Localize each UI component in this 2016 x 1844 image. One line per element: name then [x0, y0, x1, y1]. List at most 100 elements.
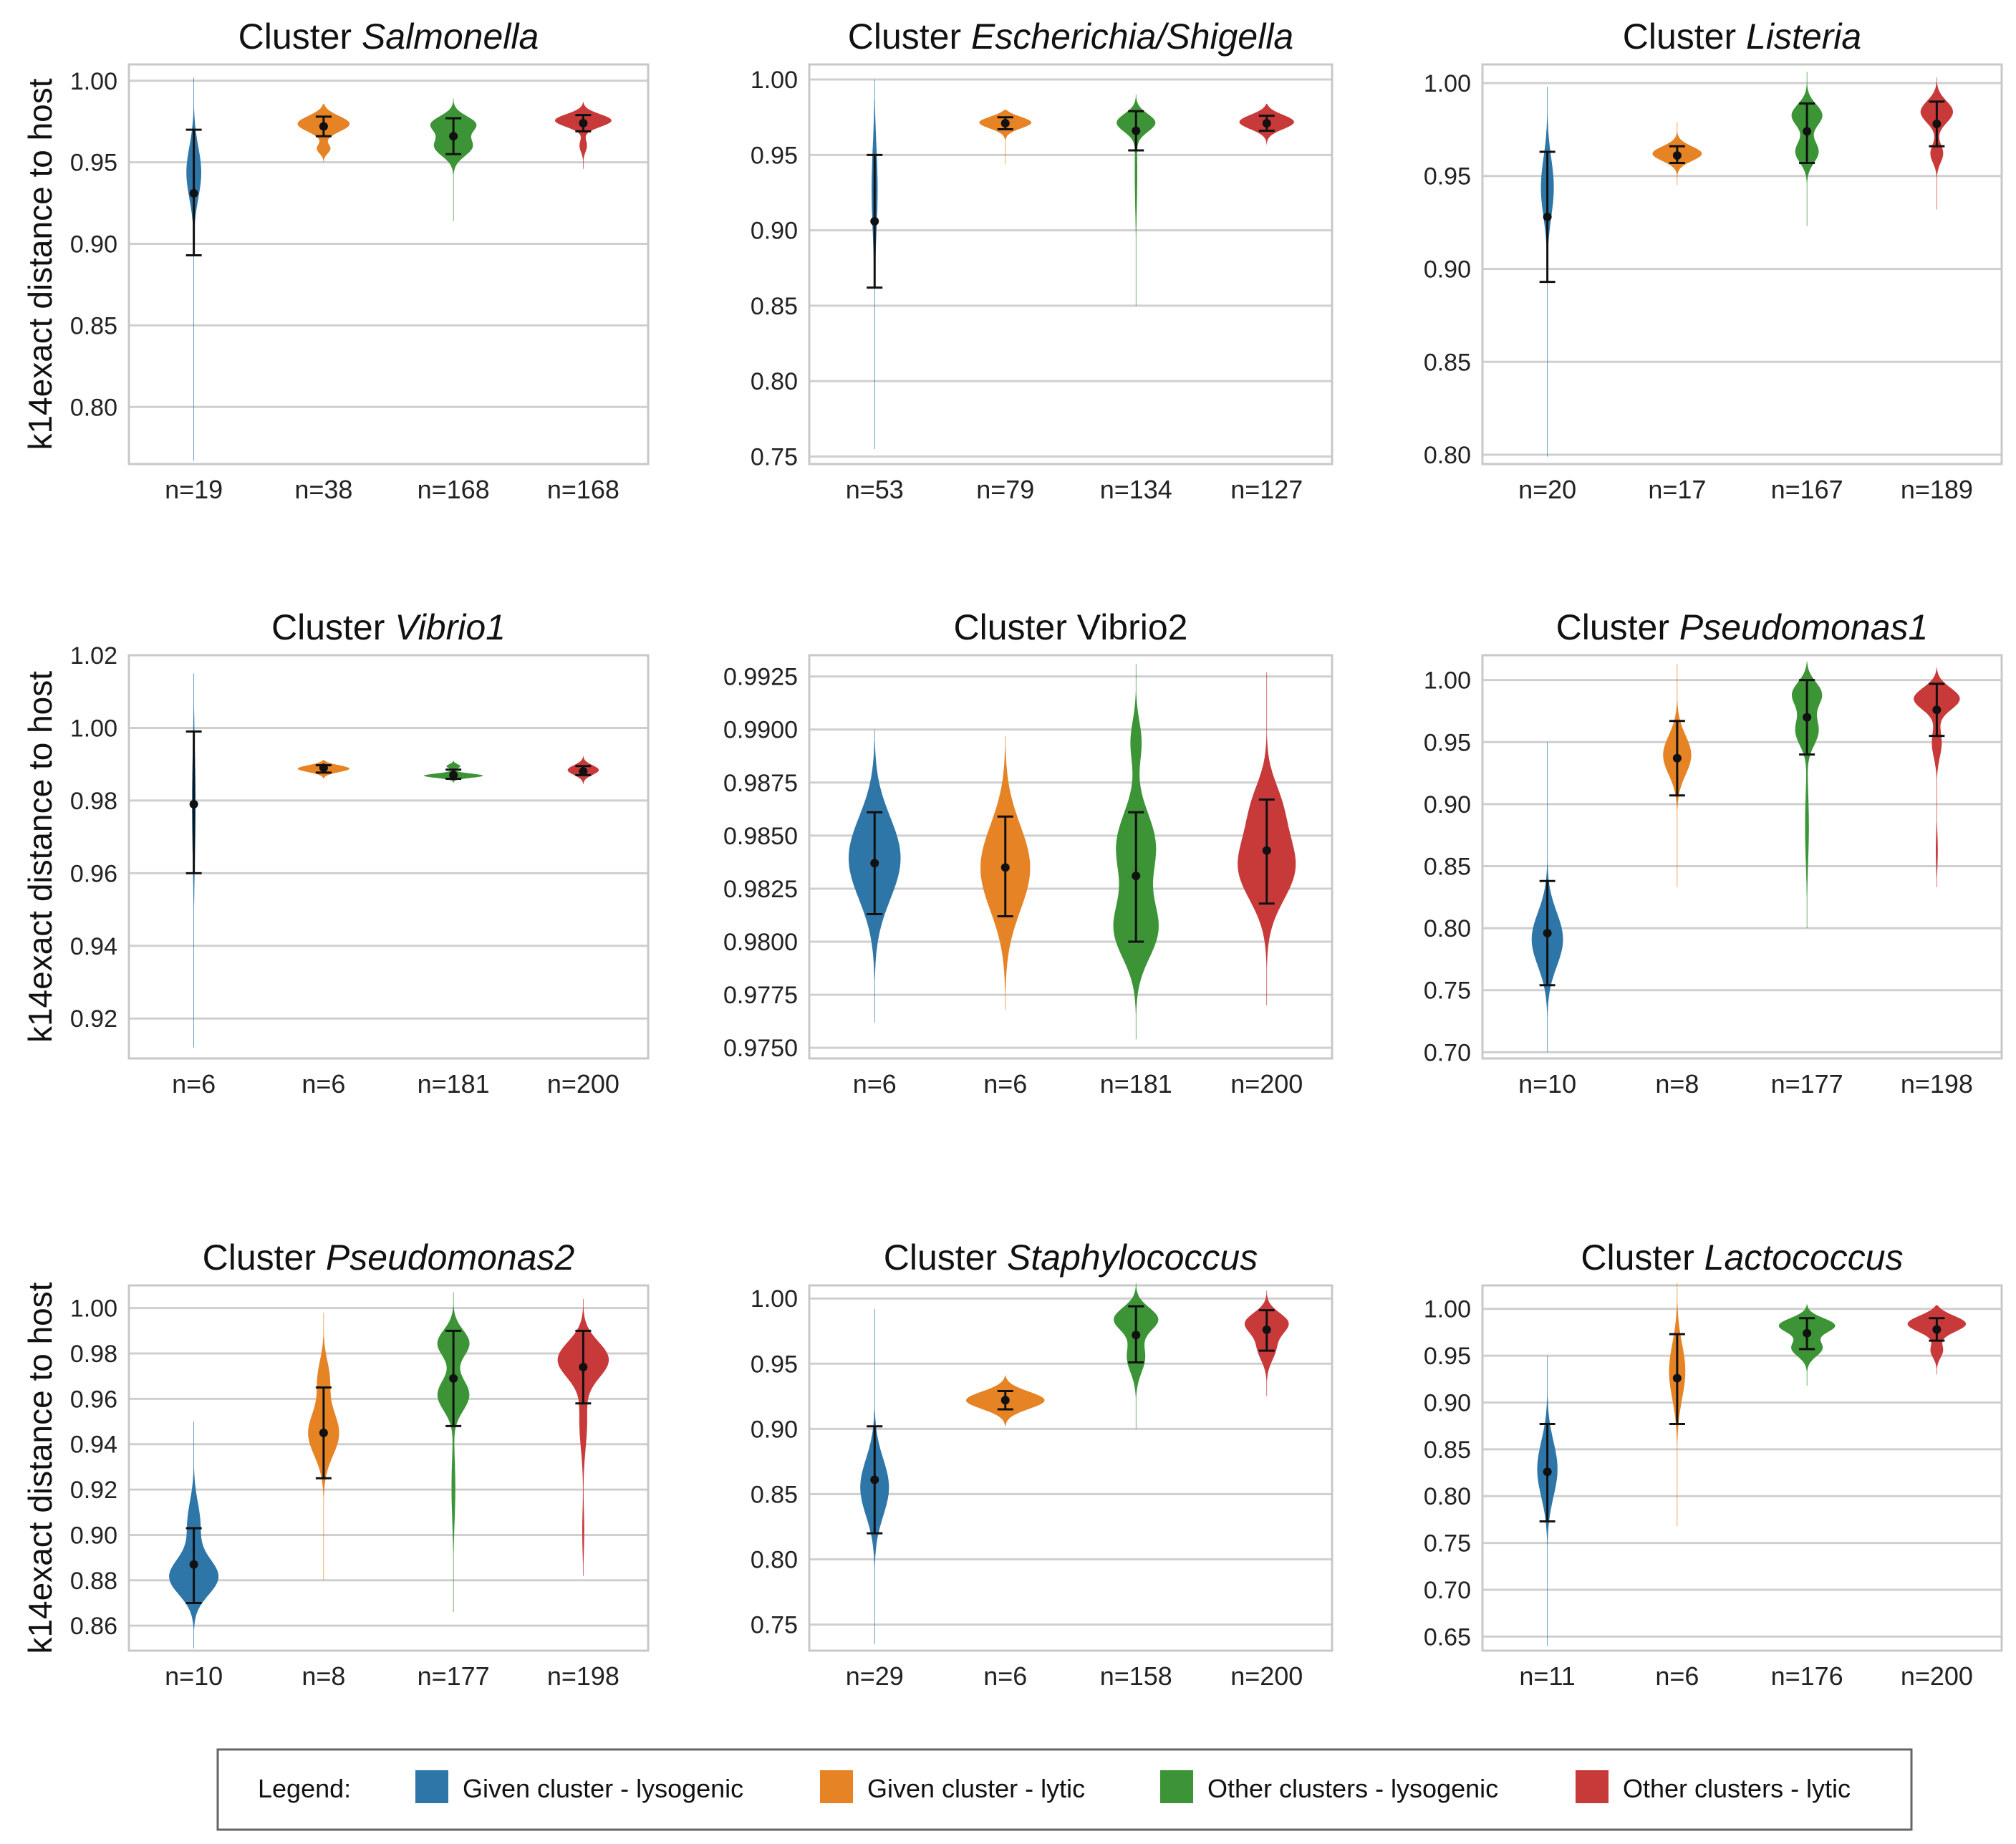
mean-point [449, 1374, 458, 1383]
mean-point [1543, 929, 1552, 938]
y-tick-label: 0.94 [70, 933, 117, 960]
legend-box [216, 1748, 1913, 1831]
panel-title: Cluster Pseudomonas2 [203, 1237, 575, 1278]
mean-point [1132, 126, 1141, 135]
mean-point [189, 1560, 198, 1569]
panel-0: 0.80 0.85 0.90 0.95 1.00 Cluster Salmonella n=… [70, 16, 650, 504]
mean-point [1132, 1331, 1141, 1340]
panel-title-prefix: Cluster [1581, 1237, 1704, 1278]
y-tick-label: 0.94 [70, 1432, 117, 1459]
panel-title: Cluster Salmonella [238, 16, 539, 57]
y-tick-label: 0.85 [1424, 853, 1471, 880]
panel-title-name: Escherichia/Shigella [971, 16, 1293, 57]
plot-frame [1481, 654, 2003, 1060]
legend-items: Given cluster - lysogenic Given cluster -… [415, 1770, 1851, 1803]
x-tick-label: n=6 [302, 1069, 345, 1099]
mean-point [449, 771, 458, 780]
y-tick-label: 0.9875 [723, 770, 798, 797]
y-tick-label: 0.85 [751, 1481, 798, 1508]
x-tick-label: n=6 [853, 1069, 897, 1099]
mean-point [1803, 1328, 1812, 1338]
mean-point [319, 1428, 328, 1437]
panel-title-name: Listeria [1746, 16, 1861, 57]
y-tick-label: 1.00 [70, 68, 117, 95]
x-tick-label: n=168 [547, 475, 619, 504]
mean-point [1262, 846, 1271, 855]
legend-item-2: Other clusters - lysogenic [1160, 1770, 1498, 1803]
mean-point [1932, 1325, 1942, 1334]
y-tick-label: 0.90 [1424, 791, 1471, 819]
y-tick-label: 0.98 [70, 1341, 117, 1368]
panel-title-name: Pseudomonas1 [1679, 607, 1928, 647]
mean-point [870, 859, 879, 868]
x-tick-label: n=6 [983, 1069, 1027, 1099]
y-tick-label: 0.90 [70, 1522, 117, 1549]
y-tick-label: 0.80 [1424, 1483, 1471, 1510]
y-tick-label: 0.80 [1424, 442, 1471, 469]
panel-2: 0.80 0.85 0.90 0.95 1.00 Cluster Listeria n=20… [1424, 16, 2003, 504]
mean-point [1803, 713, 1812, 722]
mean-point [1262, 1325, 1271, 1334]
violin-2 [1792, 661, 1823, 929]
mean-point [579, 1363, 588, 1372]
plot-frame [808, 63, 1333, 465]
y-tick-label: 1.00 [70, 1295, 117, 1323]
x-tick-label: n=158 [1100, 1661, 1172, 1691]
y-tick-label: 0.80 [751, 1547, 798, 1574]
mean-point [870, 216, 879, 226]
y-tick-label: 0.70 [1424, 1577, 1471, 1604]
plot-frame [1481, 1284, 2003, 1652]
y-tick-label: 0.90 [1424, 256, 1471, 283]
y-tick-label: 1.00 [1424, 667, 1471, 695]
x-tick-label: n=177 [1771, 1069, 1843, 1099]
panel-title: Cluster Staphylococcus [884, 1237, 1258, 1278]
y-tick-label: 0.95 [1424, 1343, 1471, 1370]
x-tick-label: n=10 [1518, 1069, 1576, 1099]
x-tick-label: n=53 [846, 475, 904, 504]
violin-2 [437, 1292, 470, 1613]
y-tick-label: 0.75 [751, 443, 798, 470]
y-tick-label: 0.75 [1424, 1530, 1471, 1558]
plot-frame [127, 1284, 650, 1652]
x-tick-label: n=189 [1901, 475, 1973, 504]
panel-title-name: Salmonella [362, 16, 539, 57]
y-tick-label: 0.85 [70, 312, 117, 339]
y-tick-label: 0.65 [1424, 1623, 1471, 1651]
panel-3: 0.92 0.94 0.96 0.98 1.00 1.02 Cluster Vibrio1 n… [70, 607, 650, 1099]
legend-swatch [1576, 1770, 1609, 1803]
x-tick-label: n=6 [983, 1661, 1027, 1691]
y-tick-label: 0.80 [1424, 915, 1471, 942]
y-tick-label: 0.90 [70, 231, 117, 259]
mean-point [1672, 151, 1682, 160]
violin-1 [979, 110, 1032, 164]
x-tick-label: n=10 [165, 1661, 223, 1691]
x-tick-label: n=177 [418, 1661, 490, 1691]
y-tick-label: 0.95 [1424, 729, 1471, 756]
mean-point [1672, 1374, 1682, 1383]
y-tick-label: 0.70 [1424, 1039, 1471, 1066]
legend-item-label: Given cluster - lytic [867, 1774, 1085, 1803]
y-tick-label: 0.90 [751, 218, 798, 245]
legend-item-3: Other clusters - lytic [1576, 1770, 1851, 1803]
y-tick-label: 1.00 [751, 67, 798, 94]
x-tick-label: n=79 [976, 475, 1034, 504]
violin-3 [1914, 667, 1960, 887]
panel-title: Cluster Vibrio1 [271, 607, 506, 647]
plot-frame [808, 1284, 1333, 1652]
legend-label: Legend: [258, 1774, 351, 1803]
mean-point [579, 118, 588, 127]
y-tick-label: 0.9825 [723, 876, 798, 903]
panel-title: Cluster Listeria [1623, 16, 1861, 57]
mean-point [189, 799, 198, 808]
y-tick-label: 0.95 [1424, 163, 1471, 190]
x-tick-label: n=200 [1901, 1661, 1973, 1691]
panel-title-prefix: Cluster [1623, 16, 1746, 57]
panel-title-prefix: Cluster [848, 16, 971, 57]
y-tick-label: 0.9775 [723, 982, 798, 1009]
y-axis-label: k14exact distance to host [21, 78, 59, 450]
y-tick-label: 0.86 [70, 1613, 117, 1640]
panel-title: Cluster Pseudomonas1 [1556, 607, 1929, 647]
x-tick-label: n=6 [172, 1069, 216, 1099]
x-tick-label: n=168 [418, 475, 490, 504]
